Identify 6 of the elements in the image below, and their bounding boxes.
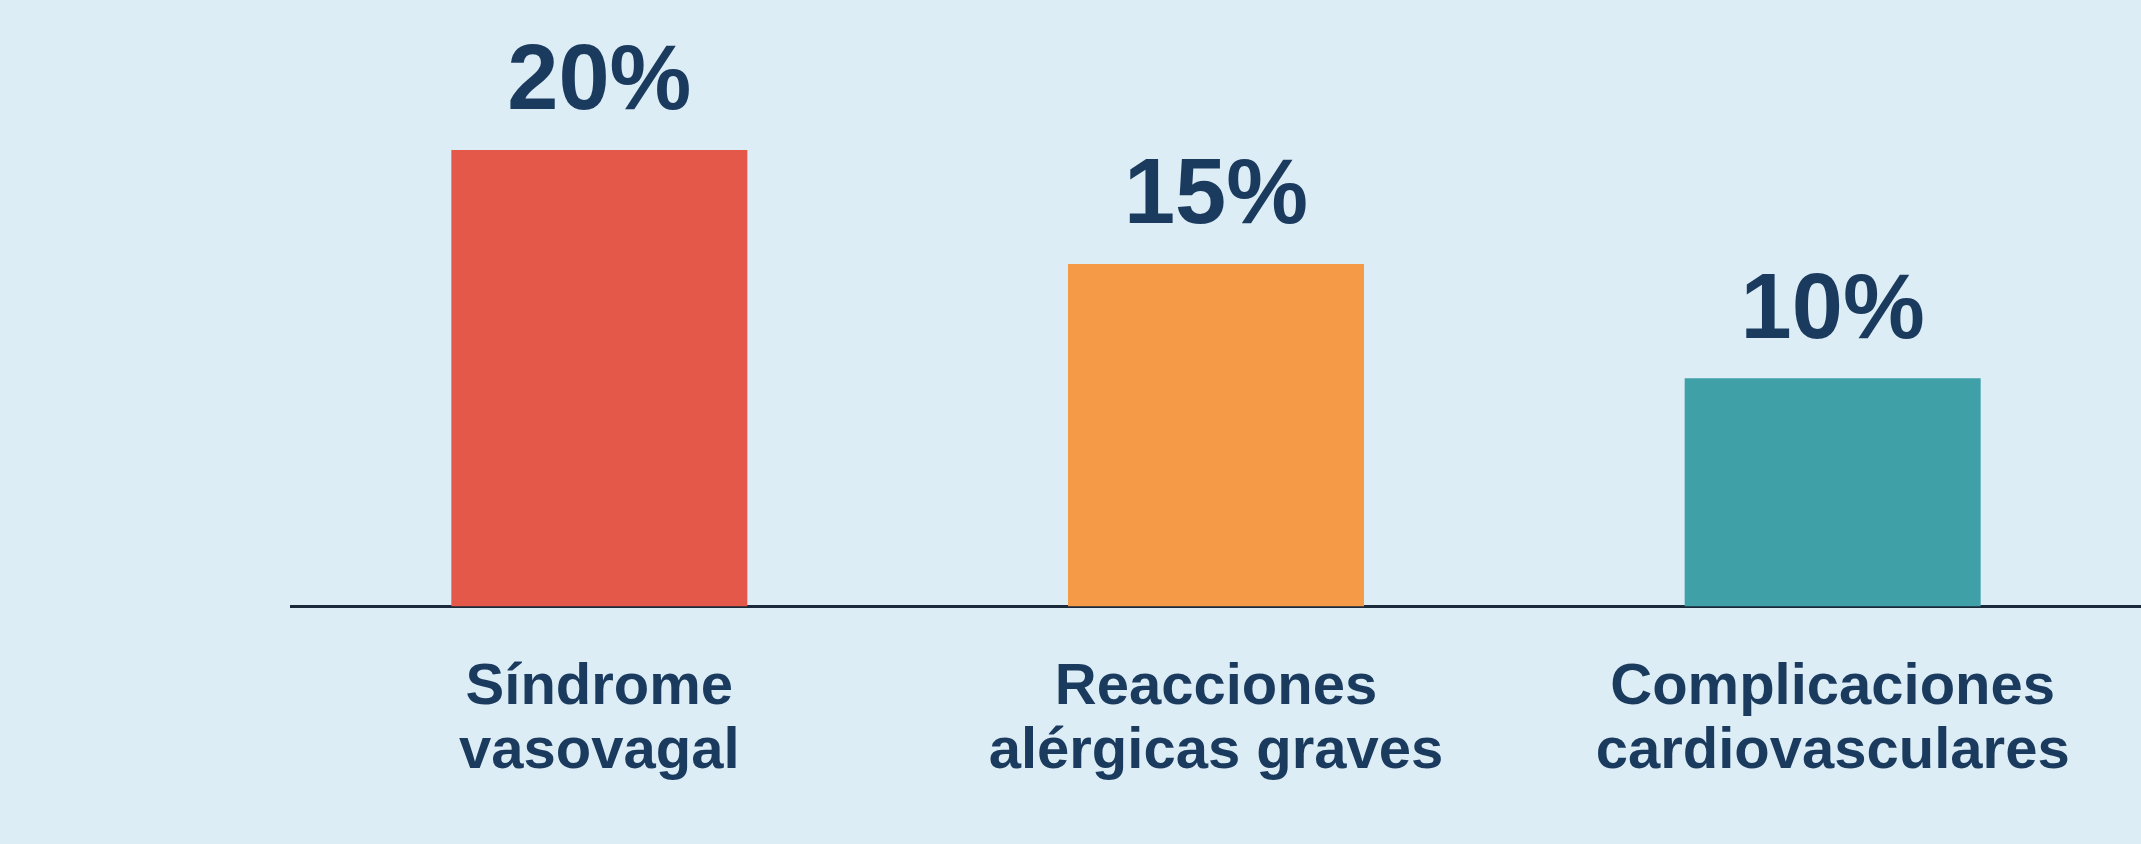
data-label: 15%	[1123, 140, 1309, 243]
x-tick-label: Síndrome vasovagal	[459, 651, 740, 781]
x-tick-label: Reacciones alérgicas graves	[988, 651, 1444, 781]
x-tick-label: Complicaciones cardiovasculares	[1595, 651, 2070, 781]
data-label: 20%	[507, 26, 692, 129]
data-label: 10%	[1740, 254, 1925, 357]
